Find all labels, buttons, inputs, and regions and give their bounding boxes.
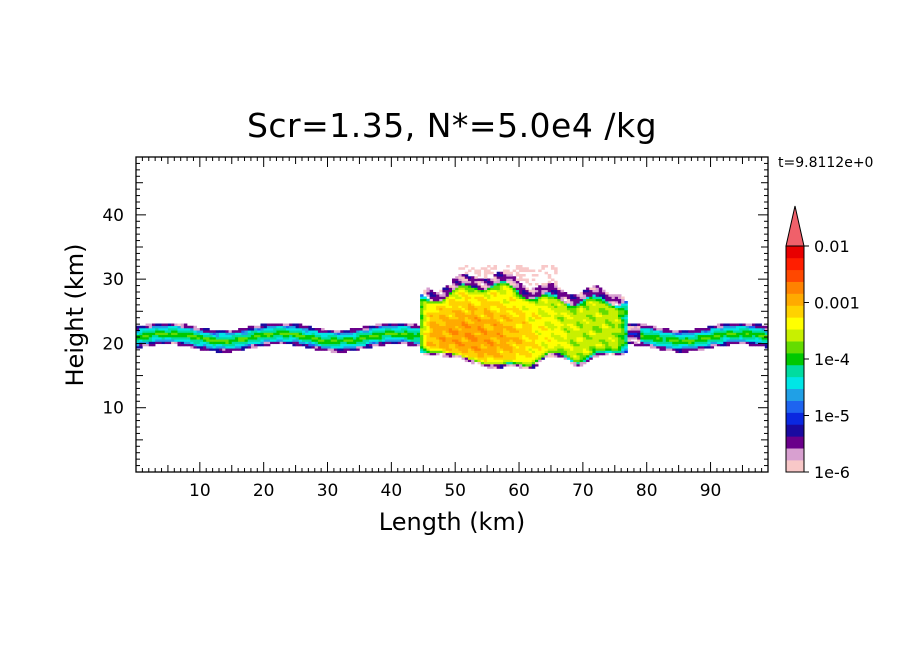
colorbar: 0.01 0.001 1e-4 1e-5 1e-6 xyxy=(785,205,860,482)
colorbar-swatch xyxy=(786,376,804,390)
x-tick-label: 20 xyxy=(253,481,275,501)
x-tick-label: 60 xyxy=(508,481,530,501)
time-stamp: t=9.8112e+0 xyxy=(778,155,874,171)
colorbar-swatch xyxy=(786,400,804,413)
colorbar-swatch xyxy=(786,257,804,271)
colorbar-swatch xyxy=(786,246,804,259)
colorbar-swatch xyxy=(786,305,804,318)
colorbar-swatch xyxy=(786,281,804,294)
colorbar-swatch xyxy=(786,341,804,354)
contour-field xyxy=(136,265,768,369)
y-tick-label: 10 xyxy=(102,399,124,419)
x-axis: 10 20 30 40 50 60 70 80 90 xyxy=(141,157,763,501)
colorbar-swatch xyxy=(786,353,804,366)
page-title: Scr=1.35, N*=5.0e4 /kg xyxy=(246,106,658,145)
x-tick-label: 30 xyxy=(317,481,339,501)
y-tick-label: 30 xyxy=(102,270,124,290)
plot-frame xyxy=(135,156,769,473)
colorbar-swatch xyxy=(786,436,804,449)
x-tick-label: 80 xyxy=(636,481,658,501)
x-tick-label: 70 xyxy=(572,481,594,501)
colorbar-extend-arrow xyxy=(785,205,805,247)
colorbar-swatch xyxy=(786,412,804,425)
colorbar-swatch xyxy=(786,317,804,330)
y-axis: 10 20 30 40 xyxy=(102,162,768,467)
x-axis-label: Length (km) xyxy=(378,508,526,536)
x-tick-label: 50 xyxy=(444,481,466,501)
y-tick-label: 20 xyxy=(102,334,124,354)
colorbar-tick-label: 0.01 xyxy=(814,237,850,256)
x-tick-label: 40 xyxy=(381,481,403,501)
colorbar-tick-label: 1e-6 xyxy=(814,463,850,482)
x-tick-label: 10 xyxy=(189,481,211,501)
colorbar-swatch xyxy=(786,364,804,378)
colorbar-swatch xyxy=(786,460,804,473)
x-tick-label: 90 xyxy=(700,481,722,501)
colorbar-tick-label: 0.001 xyxy=(814,294,860,313)
colorbar-tick-label: 1e-5 xyxy=(814,407,850,426)
colorbar-swatch xyxy=(786,448,804,461)
colorbar-tick-label: 1e-4 xyxy=(814,350,850,369)
y-tick-label: 40 xyxy=(102,206,124,226)
colorbar-swatch xyxy=(786,329,804,342)
colorbar-swatch xyxy=(786,424,804,437)
colorbar-swatch xyxy=(786,269,804,282)
colorbar-swatch xyxy=(786,388,804,401)
colorbar-swatch xyxy=(786,293,804,306)
